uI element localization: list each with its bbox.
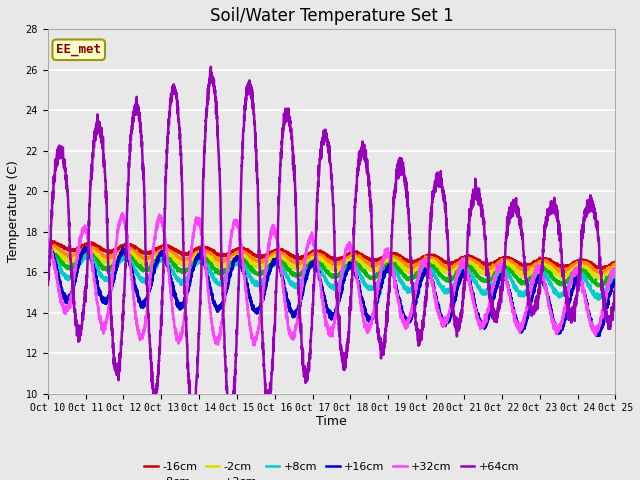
-16cm xyxy=(387,252,395,258)
+64cm xyxy=(558,259,566,265)
-2cm xyxy=(45,245,53,251)
+2cm xyxy=(203,255,211,261)
+8cm xyxy=(203,263,211,268)
-2cm xyxy=(397,264,405,269)
+16cm xyxy=(44,239,52,245)
+2cm xyxy=(387,261,395,266)
+64cm xyxy=(611,288,619,293)
-2cm xyxy=(203,252,211,258)
+64cm xyxy=(226,425,234,431)
+64cm xyxy=(387,246,395,252)
Line: +64cm: +64cm xyxy=(48,67,616,428)
-8cm xyxy=(397,258,405,264)
-16cm xyxy=(612,259,620,264)
+16cm xyxy=(166,269,173,275)
-2cm xyxy=(612,265,620,271)
+2cm xyxy=(612,269,620,275)
+8cm xyxy=(611,273,619,279)
+32cm xyxy=(558,319,566,325)
+32cm xyxy=(387,260,395,266)
+2cm xyxy=(595,284,602,289)
-2cm xyxy=(166,252,173,258)
+16cm xyxy=(596,333,604,339)
+32cm xyxy=(611,267,619,273)
Title: Soil/Water Temperature Set 1: Soil/Water Temperature Set 1 xyxy=(210,7,454,25)
Line: -2cm: -2cm xyxy=(48,248,616,279)
+32cm xyxy=(166,277,173,283)
Line: +32cm: +32cm xyxy=(48,213,616,346)
+8cm xyxy=(594,297,602,302)
-16cm xyxy=(611,260,619,265)
+64cm xyxy=(44,276,52,281)
+2cm xyxy=(611,269,619,275)
+2cm xyxy=(166,256,173,262)
-16cm xyxy=(397,255,405,261)
+64cm xyxy=(207,64,214,70)
-8cm xyxy=(50,243,58,249)
+32cm xyxy=(44,240,52,246)
+8cm xyxy=(166,263,173,269)
-8cm xyxy=(203,250,211,255)
+32cm xyxy=(612,270,620,276)
-8cm xyxy=(612,261,620,266)
+8cm xyxy=(387,264,395,270)
-8cm xyxy=(166,248,173,253)
+16cm xyxy=(611,279,619,285)
+32cm xyxy=(118,210,126,216)
+8cm xyxy=(397,279,405,285)
+16cm xyxy=(387,267,395,273)
+64cm xyxy=(202,108,210,113)
-16cm xyxy=(166,245,173,251)
-2cm xyxy=(558,274,566,280)
Line: +8cm: +8cm xyxy=(48,253,616,300)
-2cm xyxy=(44,248,52,253)
-8cm xyxy=(387,254,395,260)
+2cm xyxy=(558,280,566,286)
+2cm xyxy=(397,270,405,276)
+32cm xyxy=(397,310,405,316)
+64cm xyxy=(166,113,173,119)
+32cm xyxy=(203,267,211,273)
-2cm xyxy=(387,259,395,264)
Line: -8cm: -8cm xyxy=(48,246,616,274)
+8cm xyxy=(558,292,566,298)
-16cm xyxy=(558,263,566,269)
+2cm xyxy=(44,249,52,255)
+16cm xyxy=(397,305,405,311)
+2cm xyxy=(46,249,54,254)
-8cm xyxy=(611,263,619,268)
-16cm xyxy=(203,245,211,251)
+8cm xyxy=(47,250,55,256)
+8cm xyxy=(44,252,52,258)
+64cm xyxy=(612,284,620,290)
+16cm xyxy=(612,277,620,283)
+32cm xyxy=(250,343,258,348)
+16cm xyxy=(203,266,211,272)
+16cm xyxy=(44,242,52,248)
+8cm xyxy=(612,273,620,279)
Legend: -16cm, -8cm, -2cm, +2cm, +8cm, +16cm, +32cm, +64cm: -16cm, -8cm, -2cm, +2cm, +8cm, +16cm, +3… xyxy=(140,457,524,480)
Y-axis label: Temperature (C): Temperature (C) xyxy=(7,160,20,263)
-16cm xyxy=(598,266,605,272)
-16cm xyxy=(47,238,55,244)
-16cm xyxy=(44,240,52,245)
+64cm xyxy=(397,156,405,162)
-2cm xyxy=(593,276,601,282)
Text: EE_met: EE_met xyxy=(56,43,101,56)
-8cm xyxy=(558,267,566,273)
+16cm xyxy=(558,325,566,331)
-8cm xyxy=(596,271,604,277)
Line: -16cm: -16cm xyxy=(48,241,616,269)
-8cm xyxy=(44,243,52,249)
Line: +2cm: +2cm xyxy=(48,252,616,287)
Line: +16cm: +16cm xyxy=(48,242,616,336)
X-axis label: Time: Time xyxy=(316,415,347,428)
-2cm xyxy=(611,264,619,270)
